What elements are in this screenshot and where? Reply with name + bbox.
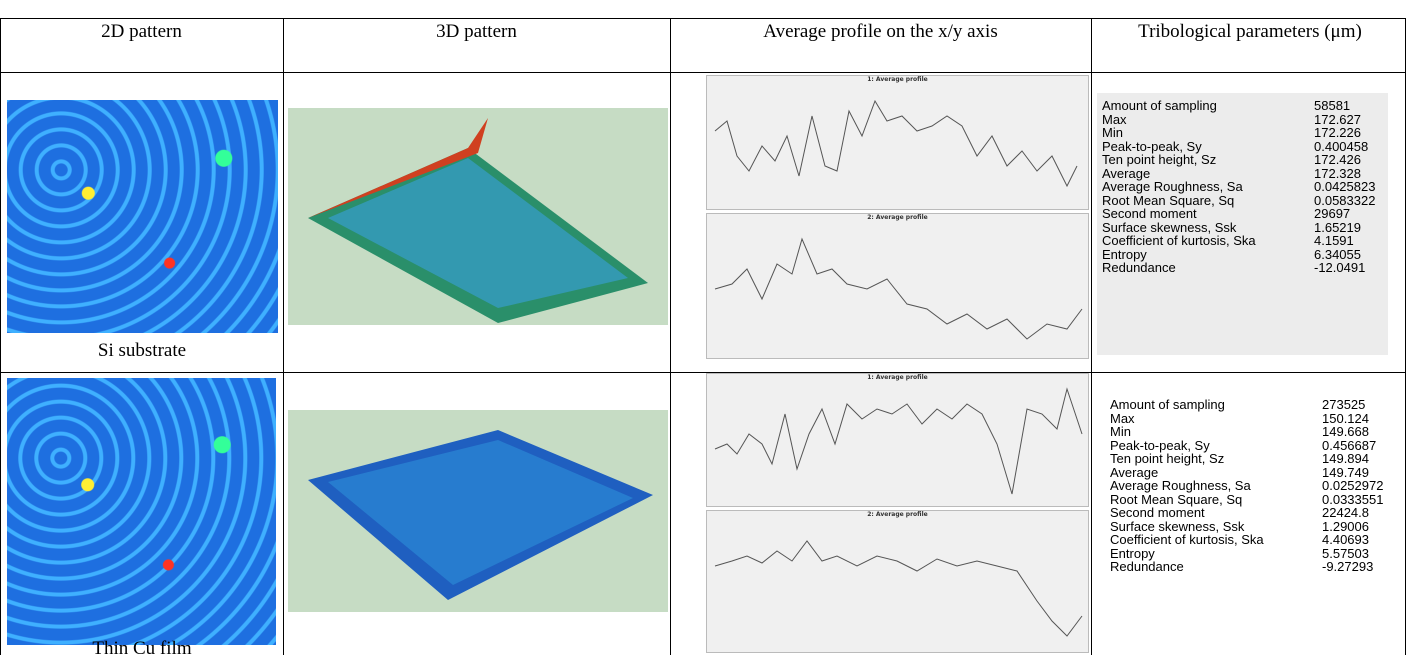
parameter-value: 5.57503 [1322,547,1369,561]
parameter-value: -9.27293 [1322,560,1373,574]
profile [707,511,1088,652]
profile-panel: 2: Average profile [706,510,1089,653]
profile-panel: 1: Average profile [706,373,1089,507]
parameter-value: 172.426 [1314,153,1361,167]
rule [670,18,671,655]
parameter-value: 1.65219 [1314,221,1361,235]
parameter-value: 172.328 [1314,167,1361,181]
parameter-value: 6.34055 [1314,248,1361,262]
rule [283,18,284,655]
parameter-value: -12.0491 [1314,261,1365,275]
profile [707,76,1088,209]
rule [0,18,1,655]
profile-panel: 2: Average profile [706,213,1089,359]
parameter-value: 149.894 [1322,452,1369,466]
rule [1405,18,1406,655]
page: 2D pattern 3D pattern Average profile on… [0,0,1413,655]
parameter-value: 149.668 [1322,425,1369,439]
parameter-value: 4.1591 [1314,234,1354,248]
parameter-value: 150.124 [1322,412,1369,426]
parameter-value: 0.456687 [1322,439,1376,453]
parameter-value: 0.0252972 [1322,479,1383,493]
2d-image [7,100,278,333]
header-cell: Average profile on the x/y axis [670,20,1091,44]
header-cell: Tribological parameters (μm) [1110,20,1390,44]
profile-panel: 1: Average profile [706,75,1089,210]
parameter-value: 4.40693 [1322,533,1369,547]
parameter-name: Redundance [1110,559,1184,574]
parameter-value: 58581 [1314,99,1350,113]
caption: Thin Cu film [4,638,280,660]
surface [288,108,668,325]
parameter-value: 0.0333551 [1322,493,1383,507]
parameter-row: Redundance -9.27293 [1110,560,1390,574]
2d-image [7,378,276,645]
profile [707,214,1088,358]
parameter-value: 149.749 [1322,466,1369,480]
parameter-row: Root Mean Square, Sq0.0333551 [1110,493,1390,507]
parameter-value: 0.400458 [1314,140,1368,154]
rule [0,372,1406,373]
parameter-value: 29697 [1314,207,1350,221]
header-cell: 3D pattern [283,20,670,44]
parameter-name: Redundance [1102,260,1176,275]
parameter-value: 0.0425823 [1314,180,1375,194]
panel-title: 2: Average profile [707,511,1088,518]
parameter-value: 0.0583322 [1314,194,1375,208]
parameter-row: Redundance -12.0491 [1102,261,1388,275]
3d-image [288,108,668,325]
parameter-value: 1.29006 [1322,520,1369,534]
parameter-value: 273525 [1322,398,1365,412]
rule [0,18,1406,19]
rule [1091,18,1092,655]
surface [288,410,668,612]
rule [0,72,1406,73]
parameter-value: 172.226 [1314,126,1361,140]
header-cell: 2D pattern [0,20,283,44]
parameter-value: 172.627 [1314,113,1361,127]
profile [707,374,1088,506]
parameter-row: Average Roughness, Sa0.0252972 [1110,479,1390,493]
3d-image [288,410,668,612]
caption: Si substrate [4,340,280,362]
parameter-value: 22424.8 [1322,506,1369,520]
panel-title: 1: Average profile [707,374,1088,381]
panel-title: 1: Average profile [707,76,1088,83]
panel-title: 2: Average profile [707,214,1088,221]
